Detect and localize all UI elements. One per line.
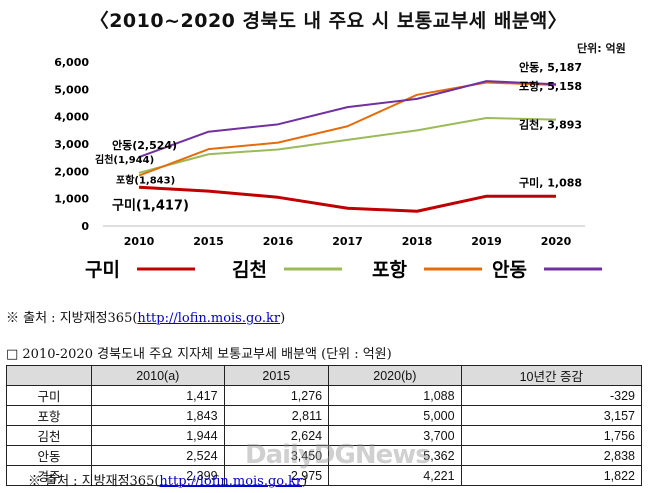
y-tick-label: 1,000 [54,193,89,206]
table-row: 포항 1,843 2,811 5,000 3,157 [5,405,643,426]
source-suffix: ) [280,311,286,326]
table-row: 안동 2,524 3,450 5,362 2,838 [5,445,643,466]
table-cell: 2,811 [223,405,330,426]
table-cell: 1,756 [460,425,643,446]
table-cell: 1,822 [460,465,643,486]
table-cell: 1,843 [91,405,225,426]
data-label: 안동(2,524) [112,138,177,152]
y-tick-label: 4,000 [54,111,89,124]
data-label: 구미(1,417) [112,197,189,213]
unit-label: 단위: 억원 [577,42,626,55]
source-prefix: ※ 출처 : 지방재정365( [6,311,138,326]
source-note-bottom: ※ 출처 : 지방재정365(http://lofin.mois.go.kr) [28,470,307,489]
source-link[interactable]: http://lofin.mois.go.kr [137,311,281,326]
table-row-label: 구미 [5,385,93,406]
table-cell: 3,700 [328,425,462,446]
y-tick-label: 3,000 [54,138,89,151]
line-chart: 0 1,000 2,000 3,000 4,000 5,000 6,000 2010 2015 2… [54,56,602,281]
legend-label: 안동 [492,259,527,281]
source-prefix: ※ 출처 : 지방재정365( [28,474,160,489]
table-cell: 1,088 [328,385,462,406]
table-cell: 1,944 [91,425,225,446]
table-header-cell: 2020(b) [328,365,462,386]
data-label: 김천(1,944) [95,153,154,166]
table-cell: 2,399 [91,465,225,486]
data-label: 포항(1,843) [116,174,175,187]
table-cell: 4,221 [328,465,462,486]
table-row-label: 안동 [5,445,93,466]
table-cell: 2,524 [91,445,225,466]
y-tick-label: 2,000 [54,165,89,178]
x-tick-label: 2016 [263,235,294,248]
legend-label: 포항 [372,259,407,281]
source-suffix: ) [302,474,308,489]
series-line [138,117,557,174]
source-note-top: ※ 출처 : 지방재정365(http://lofin.mois.go.kr) [6,307,285,326]
x-tick-label: 2018 [402,235,433,248]
table-header-cell: 2015 [223,365,330,386]
table-caption: □ 2010-2020 경북도내 주요 지자체 보통교부세 배분액 (단위 : … [6,347,392,362]
table-cell: 1,417 [91,385,225,406]
table-row-label: 경주 [5,465,93,486]
table-row: 경주 2,399 2,975 4,221 1,822 [5,465,643,486]
x-tick-label: 2015 [193,235,224,248]
watermark-logo: DailyDGNews [245,440,431,470]
data-label: 안동, 5,187 [519,60,582,74]
x-tick-label: 2019 [471,235,502,248]
table-header-cell [5,365,93,386]
table-row-label: 김천 [5,425,93,446]
y-tick-label: 0 [81,220,89,233]
data-table: 2010(a) 2015 2020(b) 10년간 증감 구미 1,417 1,276 1,… [5,365,643,486]
x-tick-label: 2010 [124,235,155,248]
series-line [138,81,557,177]
table-cell: 5,000 [328,405,462,426]
x-tick-label: 2020 [541,235,572,248]
table-header-row: 2010(a) 2015 2020(b) 10년간 증감 [5,365,643,386]
legend-label: 구미 [85,259,120,281]
table-cell: 2,624 [223,425,330,446]
table-header-cell: 2010(a) [91,365,225,386]
data-label: 김천, 3,893 [519,118,582,132]
table-cell: 5,362 [328,445,462,466]
x-tick-label: 2017 [332,235,363,248]
data-label: 구미, 1,088 [519,175,582,189]
series-line [138,80,557,158]
table-cell: 3,157 [460,405,643,426]
y-tick-label: 5,000 [54,83,89,96]
table-row: 김천 1,944 2,624 3,700 1,756 [5,425,643,446]
y-tick-label: 6,000 [54,56,89,69]
series-line [138,185,557,213]
table-row: 구미 1,417 1,276 1,088 -329 [5,385,643,406]
table-cell: 2,838 [460,445,643,466]
chart-title: 〈2010~2020 경북도 내 주요 시 보통교부세 배분액〉 [89,10,568,32]
table-cell: 3,450 [223,445,330,466]
data-label: 포항, 5,158 [519,79,582,93]
source-link[interactable]: http://lofin.mois.go.kr [159,474,303,489]
table-body: 구미 1,417 1,276 1,088 -329 포항 1,843 2,811 5,000 3,… [5,385,643,486]
table-header-cell: 10년간 증감 [460,365,643,386]
table-row-label: 포항 [5,405,93,426]
table-cell: -329 [460,385,643,406]
legend-label: 김천 [232,259,267,281]
table-cell: 1,276 [223,385,330,406]
